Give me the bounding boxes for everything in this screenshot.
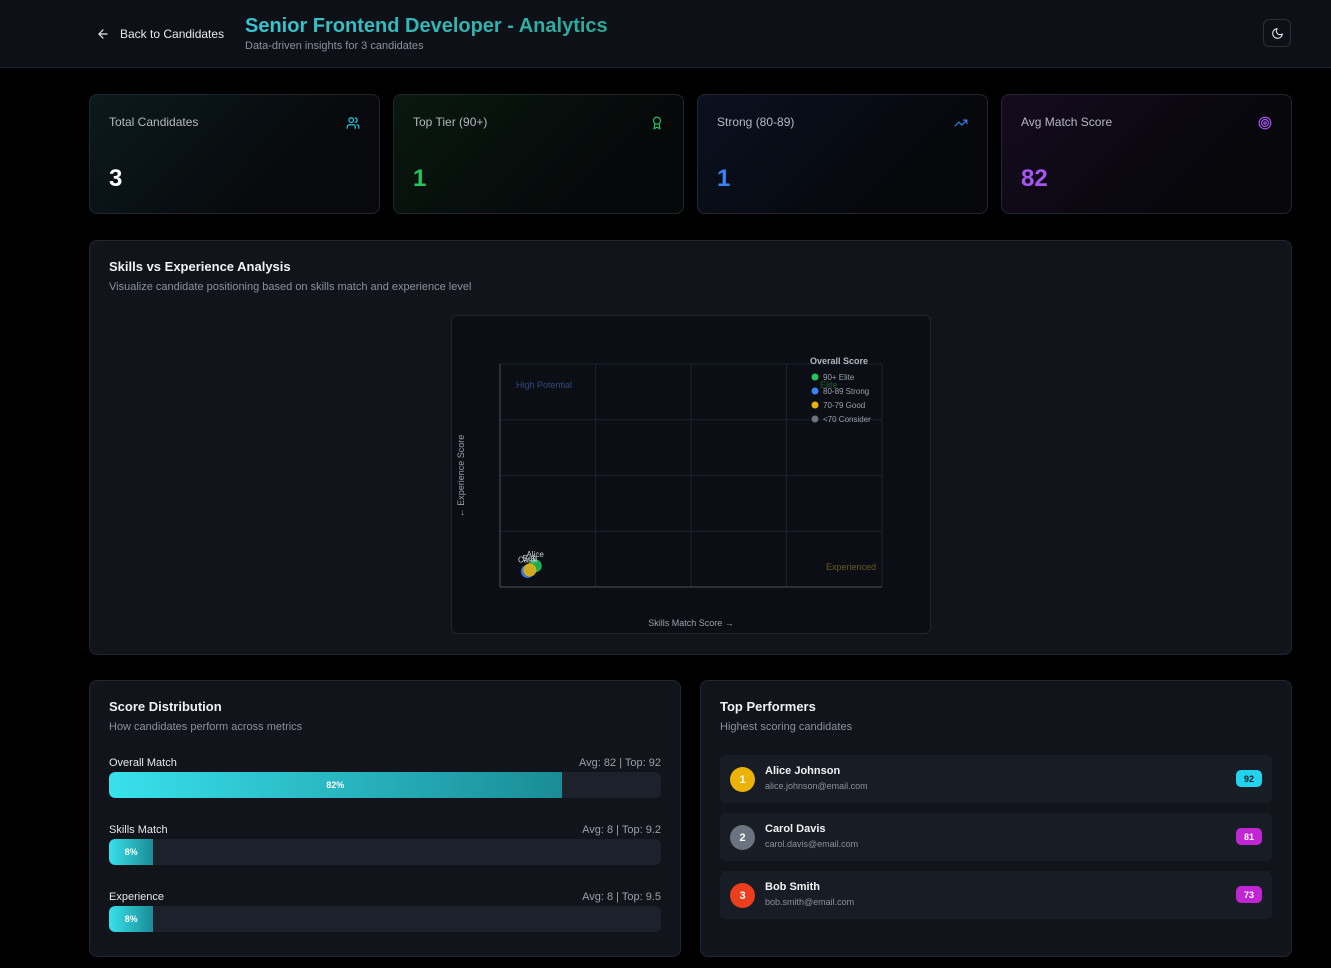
stat-value: 82: [1021, 165, 1048, 192]
award-icon: [652, 116, 662, 130]
app-header: Back to Candidates Senior Frontend Devel…: [0, 0, 1331, 68]
scatter-chart: High Potential Elite Experienced Alice Ca…: [451, 315, 931, 634]
moon-icon: [1271, 27, 1283, 39]
rank-badge: 1: [730, 767, 755, 792]
legend-label: 80-89 Strong: [823, 387, 869, 396]
metric-fill: 8%: [109, 839, 154, 865]
quadrant-elite: Elite: [820, 380, 838, 390]
legend-label: 90+ Elite: [823, 373, 855, 382]
panel-subtitle: How candidates perform across metrics: [109, 721, 303, 733]
metric-fill: 82%: [109, 772, 562, 798]
chart-legend: 90+ Elite 80-89 Strong 70-79 Good <70 Consi…: [811, 373, 871, 424]
title-block: Senior Frontend Developer - Analytics Da…: [245, 14, 608, 52]
performer-email: carol.davis@email.com: [765, 839, 859, 849]
metric-name: Skills Match: [109, 824, 168, 836]
stat-card-total-candidates: Total Candidates 3: [89, 94, 380, 214]
panel-title: Score Distribution: [109, 699, 222, 714]
stat-value: 1: [717, 165, 731, 192]
metric-track: 8%: [109, 839, 661, 865]
stat-label: Top Tier (90+): [413, 115, 488, 129]
quadrant-experienced: Experienced: [826, 562, 876, 572]
legend-title: Overall Score: [810, 356, 868, 366]
stat-label: Avg Match Score: [1021, 115, 1113, 129]
skills-experience-panel: Skills vs Experience Analysis Visualize …: [89, 240, 1292, 655]
performer-row[interactable]: 3 Bob Smith bob.smith@email.com 73: [720, 871, 1272, 919]
legend-swatch: [811, 387, 819, 395]
metric-stat: Avg: 8 | Top: 9.5: [582, 891, 661, 903]
back-to-candidates-button[interactable]: Back to Candidates: [92, 22, 228, 46]
point-label-alice: Alice: [526, 550, 544, 559]
performer-row[interactable]: 2 Carol Davis carol.davis@email.com 81: [720, 813, 1272, 861]
panel-title: Top Performers: [720, 699, 816, 714]
score-badge: 92: [1236, 770, 1262, 787]
performer-name: Bob Smith: [765, 881, 820, 893]
trending-up-icon: [954, 119, 968, 127]
scatter-point-bob[interactable]: [523, 563, 537, 577]
point-label-bob: Bob: [523, 554, 538, 563]
quadrant-high-potential: High Potential: [516, 380, 572, 390]
page-subtitle: Data-driven insights for 3 candidates: [245, 40, 424, 52]
metric-track: 82%: [109, 772, 661, 798]
legend-label: 70-79 Good: [823, 401, 865, 410]
metric-stat: Avg: 8 | Top: 9.2: [582, 824, 661, 836]
legend-swatch: [811, 401, 819, 409]
score-distribution-panel: Score Distribution How candidates perfor…: [89, 680, 681, 957]
stat-value: 1: [413, 165, 427, 192]
page-title: Senior Frontend Developer - Analytics: [245, 15, 608, 37]
metric-stat: Avg: 82 | Top: 92: [579, 757, 661, 769]
stat-card-strong: Strong (80-89) 1: [697, 94, 988, 214]
metric-name: Overall Match: [109, 757, 177, 769]
theme-toggle-button[interactable]: [1263, 19, 1291, 47]
target-icon: [1258, 116, 1272, 130]
users-icon: [346, 117, 360, 129]
stat-card-top-tier: Top Tier (90+) 1: [393, 94, 684, 214]
performer-email: alice.johnson@email.com: [765, 781, 868, 791]
point-label-carol: Carol: [518, 555, 537, 564]
panel-title: Skills vs Experience Analysis: [109, 259, 291, 274]
stat-label: Total Candidates: [109, 115, 199, 129]
legend-label: <70 Consider: [823, 415, 871, 424]
metric-track: 8%: [109, 906, 661, 932]
panel-subtitle: Visualize candidate positioning based on…: [109, 281, 472, 293]
stat-card-avg-match: Avg Match Score 82: [1001, 94, 1292, 214]
top-performers-panel: Top Performers Highest scoring candidate…: [700, 680, 1292, 957]
performer-name: Carol Davis: [765, 823, 826, 835]
back-label: Back to Candidates: [120, 27, 225, 41]
stat-label: Strong (80-89): [717, 115, 795, 129]
legend-swatch: [811, 415, 819, 423]
stat-value: 3: [109, 165, 123, 192]
score-badge: 81: [1236, 828, 1262, 845]
panel-subtitle: Highest scoring candidates: [720, 721, 853, 733]
chart-grid: [500, 363, 883, 587]
x-axis-label: Skills Match Score →: [648, 618, 734, 628]
y-axis-label: ← Experience Score: [456, 435, 466, 518]
rank-badge: 3: [730, 883, 755, 908]
arrow-left-icon: [98, 29, 108, 39]
scatter-plot-svg: High Potential Elite Experienced AliceCa…: [456, 356, 883, 628]
metric-fill: 8%: [109, 906, 154, 932]
performer-name: Alice Johnson: [765, 765, 841, 777]
metric-name: Experience: [109, 891, 165, 903]
performer-email: bob.smith@email.com: [765, 897, 855, 907]
performer-row[interactable]: 1 Alice Johnson alice.johnson@email.com …: [720, 755, 1272, 803]
score-badge: 73: [1236, 886, 1262, 903]
rank-badge: 2: [730, 825, 755, 850]
legend-swatch: [811, 373, 819, 381]
